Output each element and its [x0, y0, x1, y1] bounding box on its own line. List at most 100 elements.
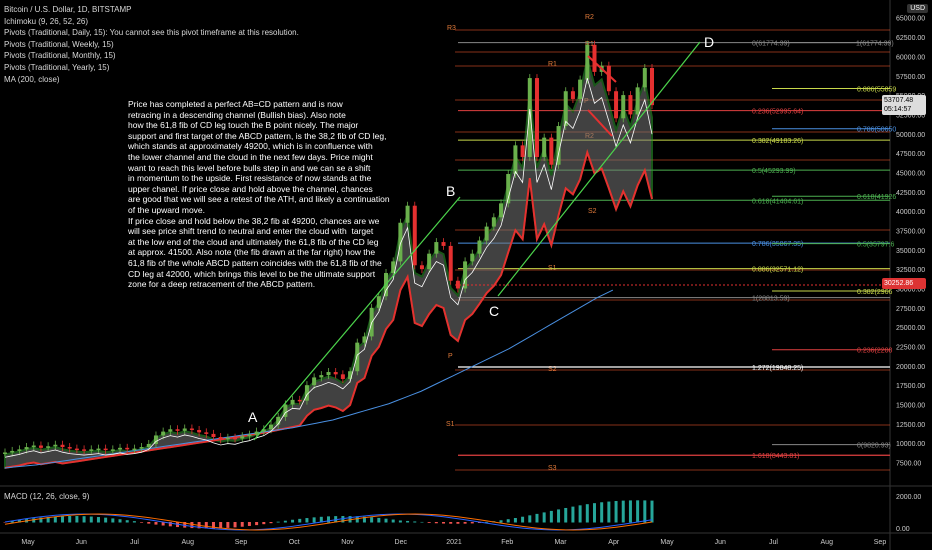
candle-body [513, 145, 518, 174]
macd-histogram-bar [96, 517, 100, 523]
candle-body [82, 449, 87, 451]
x-tick-label: Jun [715, 539, 726, 546]
macd-histogram-bar [104, 517, 108, 523]
macd-histogram-bar [628, 500, 632, 523]
candle-body [297, 399, 302, 402]
macd-histogram-bar [506, 519, 510, 523]
legend-pivots-daily[interactable]: Pivots (Traditional, Daily, 15): You can… [4, 28, 299, 38]
candle-body [312, 377, 317, 386]
legend-pivots-yearly[interactable]: Pivots (Traditional, Yearly, 15) [4, 62, 110, 72]
candle-body [276, 416, 281, 425]
x-tick-label: Feb [501, 539, 513, 546]
macd-histogram-bar [75, 516, 79, 523]
macd-histogram-bar [600, 502, 604, 523]
x-tick-label: Sep [235, 539, 248, 546]
macd-histogram-bar [89, 516, 93, 523]
legend-ma[interactable]: MA (200, close) [4, 74, 60, 84]
candle-body [261, 429, 266, 432]
y-tick-label: 30000.00 [896, 286, 925, 293]
candle-body [326, 372, 331, 376]
candle-body [96, 448, 101, 451]
candle-body [118, 447, 123, 450]
macd-histogram-bar [470, 522, 474, 524]
macd-histogram-bar [39, 517, 43, 523]
candle-body [225, 437, 230, 440]
macd-histogram-bar [578, 505, 582, 523]
pattern-point-label: D [704, 34, 714, 50]
legend-macd[interactable]: MACD (12, 26, close, 9) [4, 492, 90, 501]
fib-abcd-label: 1(61774.39) [856, 41, 894, 48]
macd-histogram-bar [262, 522, 266, 525]
macd-histogram-bar [183, 522, 187, 528]
x-tick-label: Apr [608, 539, 620, 546]
fib-abcd-label: 0.618(41926 [857, 194, 896, 201]
candle-body [592, 44, 597, 72]
y-tick-label: 17500.00 [896, 383, 925, 390]
macd-histogram-bar [291, 519, 295, 523]
fib-cd-label: 0.618(41404.61) [752, 198, 803, 205]
candle-body [182, 428, 187, 431]
y-tick-label: 47500.00 [896, 151, 925, 158]
legend-ichimoku[interactable]: Ichimoku (9, 26, 52, 26) [4, 16, 89, 26]
macd-tick-label: 0.00 [896, 526, 910, 533]
x-tick-label: May [21, 539, 35, 546]
currency-badge[interactable]: USD [907, 4, 928, 13]
x-tick-label: Dec [395, 539, 408, 546]
candle-body [233, 437, 238, 440]
x-tick-label: Aug [821, 539, 834, 546]
fib-abcd-label: 0.382(2966 [857, 289, 893, 296]
ma-200-line [4, 289, 614, 469]
candle-body [189, 428, 194, 431]
macd-histogram-bar [3, 522, 7, 523]
legend-pivots-weekly[interactable]: Pivots (Traditional, Weekly, 15) [4, 39, 114, 49]
macd-histogram-bar [650, 500, 654, 523]
macd-histogram-bar [420, 521, 424, 523]
candle-body [585, 44, 590, 80]
macd-histogram-bar [636, 500, 640, 523]
candle-body [484, 226, 489, 241]
x-tick-label: Jul [130, 539, 139, 546]
x-tick-label: 2021 [446, 539, 462, 546]
fib-abcd-label: 0(9820.93) [857, 443, 891, 450]
y-tick-label: 32500.00 [896, 267, 925, 274]
price-axis-bg [890, 0, 932, 550]
y-tick-label: 20000.00 [896, 364, 925, 371]
candle-body [139, 447, 144, 449]
macd-histogram-bar [32, 518, 36, 523]
cd-leg [497, 41, 701, 297]
macd-histogram-bar [132, 521, 136, 523]
candle-body [340, 374, 345, 379]
macd-histogram-bar [427, 522, 431, 523]
candle-body [434, 242, 439, 254]
candle-body [24, 447, 29, 450]
fib-cd-label: 0.236(52995.64) [752, 109, 803, 116]
candle-body [38, 445, 43, 448]
macd-histogram-bar [312, 517, 316, 523]
legend-pivots-monthly[interactable]: Pivots (Traditional, Monthly, 15) [4, 51, 116, 61]
macd-histogram-bar [377, 517, 381, 523]
candle-body [218, 437, 223, 440]
macd-histogram-bar [585, 504, 589, 523]
candle-body [635, 87, 640, 115]
macd-histogram-bar [154, 522, 158, 525]
candle-body [506, 173, 511, 204]
pivot-label: R2 [585, 14, 594, 21]
candle-body [46, 446, 51, 448]
pivot-label: S1 [446, 421, 455, 428]
fib-cd-label: 0.786(35867.35) [752, 241, 803, 248]
macd-histogram-bar [535, 513, 539, 523]
candle-body [499, 203, 504, 218]
candle-body [463, 261, 468, 289]
macd-histogram-bar [46, 516, 50, 523]
macd-histogram-bar [370, 517, 374, 523]
candle-body [398, 222, 403, 262]
candle-body [67, 447, 72, 449]
candle-body [563, 91, 568, 127]
last-price-value: 53707.48 [884, 97, 914, 104]
fib-cd-label: 0.5(45293.99) [752, 168, 796, 175]
macd-histogram-bar [406, 520, 410, 523]
macd-histogram-bar [226, 522, 230, 528]
pivot-label: S2 [588, 208, 597, 215]
macd-histogram-bar [607, 501, 611, 523]
